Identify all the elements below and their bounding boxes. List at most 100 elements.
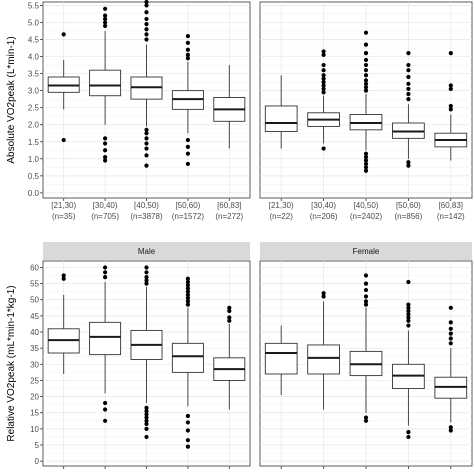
- outlier-point: [185, 47, 190, 52]
- box-3: [171, 33, 204, 167]
- box-4: [434, 51, 468, 161]
- outlier-point: [406, 315, 411, 320]
- outlier-point: [363, 294, 369, 299]
- y-tick-label: 2.0: [28, 121, 40, 130]
- iqr-box: [89, 69, 122, 97]
- outlier-point: [103, 270, 108, 275]
- outlier-point: [144, 27, 149, 32]
- outlier-point: [406, 74, 411, 80]
- outlier-point: [321, 86, 326, 92]
- y-tick-label: 1.0: [28, 155, 40, 164]
- facet-strip-label: Female: [353, 247, 380, 256]
- y-axis-title: Relative VO2peak (mL*min-1*kg-1): [6, 285, 17, 441]
- outlier-point: [406, 430, 411, 435]
- y-tick-label: 10: [30, 425, 39, 434]
- x-count-label: (n=2402): [350, 212, 383, 221]
- outlier-point: [363, 281, 369, 286]
- outlier-point: [406, 62, 411, 68]
- outlier-point: [406, 68, 411, 73]
- outlier-point: [61, 273, 66, 278]
- outlier-point: [185, 428, 190, 433]
- x-count-label: (n=35): [52, 212, 76, 221]
- outlier-point: [103, 148, 108, 153]
- outlier-point: [227, 308, 232, 314]
- outlier-point: [321, 80, 326, 85]
- outlier-point: [363, 168, 369, 173]
- y-tick-label: 20: [30, 393, 39, 402]
- outlier-point: [363, 88, 369, 93]
- y-axis-title: Absolute VO2peak (L*min-1): [6, 36, 17, 163]
- outlier-point: [363, 161, 369, 167]
- outlier-point: [144, 136, 149, 141]
- outlier-point: [363, 68, 369, 73]
- outlier-point: [103, 400, 108, 406]
- outlier-point: [406, 302, 411, 307]
- y-tick-label: 3.5: [28, 70, 40, 79]
- outlier-point: [363, 415, 369, 420]
- outlier-point: [103, 158, 108, 163]
- box-1: [307, 49, 340, 151]
- iqr-box: [171, 342, 204, 373]
- outlier-point: [103, 154, 108, 160]
- x-tick-label: [21,30): [51, 201, 76, 210]
- box-4: [213, 305, 246, 410]
- outlier-point: [185, 420, 190, 425]
- box-0: [264, 75, 298, 149]
- outlier-point: [406, 81, 411, 86]
- outlier-point: [406, 305, 411, 310]
- outlier-point: [363, 42, 369, 47]
- outlier-point: [185, 302, 190, 307]
- outlier-point: [448, 305, 453, 310]
- outlier-point: [185, 151, 190, 156]
- outlier-point: [448, 341, 453, 346]
- x-count-label: (n=705): [91, 212, 119, 221]
- iqr-box: [89, 321, 122, 356]
- outlier-point: [363, 78, 369, 83]
- outlier-point: [363, 51, 369, 56]
- outlier-point: [185, 276, 190, 281]
- x-count-label: (n=142): [437, 212, 465, 221]
- outlier-point: [144, 16, 149, 22]
- box-0: [47, 273, 80, 374]
- outlier-point: [406, 323, 411, 328]
- y-tick-label: 30: [30, 360, 39, 369]
- outlier-point: [406, 318, 411, 323]
- outlier-point: [321, 76, 326, 81]
- outlier-point: [103, 275, 108, 280]
- outlier-point: [103, 20, 108, 25]
- outlier-point: [144, 153, 149, 158]
- x-tick-label: [60,83]: [217, 201, 241, 210]
- outlier-point: [61, 276, 66, 281]
- y-tick-label: 15: [30, 409, 39, 418]
- outlier-point: [144, 418, 149, 423]
- y-tick-label: 45: [30, 312, 39, 321]
- x-tick-label: [30,40): [311, 201, 336, 210]
- outlier-point: [448, 320, 453, 325]
- y-tick-label: 5.5: [28, 1, 40, 10]
- outlier-point: [363, 151, 369, 156]
- outlier-point: [363, 57, 369, 63]
- panel-0-1: [21,30) (n=22) [30,40) (n=206) [40,50) (n=240…: [259, 1, 473, 221]
- outlier-point: [185, 296, 190, 301]
- outlier-point: [144, 146, 149, 151]
- outlier-point: [406, 308, 411, 314]
- box-3: [171, 276, 204, 449]
- box-2: [130, 265, 163, 440]
- outlier-point: [406, 163, 411, 168]
- y-tick-label: 5: [35, 441, 40, 450]
- outlier-point: [321, 291, 326, 296]
- outlier-point: [185, 279, 190, 285]
- outlier-point: [406, 86, 411, 92]
- outlier-point: [144, 3, 149, 8]
- y-tick-label: 0: [35, 457, 40, 466]
- outlier-point: [321, 49, 326, 54]
- outlier-point: [144, 281, 149, 286]
- outlier-point: [185, 289, 190, 294]
- box-4: [434, 305, 468, 433]
- y-tick-label: 3.0: [28, 87, 40, 96]
- outlier-point: [406, 434, 411, 440]
- outlier-point: [363, 62, 369, 68]
- box-1: [307, 291, 340, 410]
- outlier-point: [103, 136, 108, 141]
- outlier-point: [363, 81, 369, 86]
